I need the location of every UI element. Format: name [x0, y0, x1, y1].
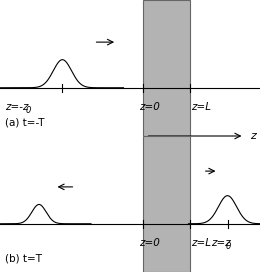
Text: z: z — [250, 131, 256, 141]
Bar — [143, 0, 190, 136]
Text: (a) t=-T: (a) t=-T — [5, 118, 45, 128]
Text: z=0: z=0 — [139, 238, 160, 248]
Bar — [143, 136, 190, 272]
Text: z=z: z=z — [211, 238, 230, 248]
Text: z=L: z=L — [191, 238, 211, 248]
Text: 0: 0 — [226, 242, 231, 251]
Text: (b) t=T: (b) t=T — [5, 254, 42, 264]
Text: z=0: z=0 — [139, 102, 160, 112]
Text: z=-z: z=-z — [5, 102, 29, 112]
Text: 0: 0 — [25, 106, 31, 115]
Text: z=L: z=L — [191, 102, 211, 112]
